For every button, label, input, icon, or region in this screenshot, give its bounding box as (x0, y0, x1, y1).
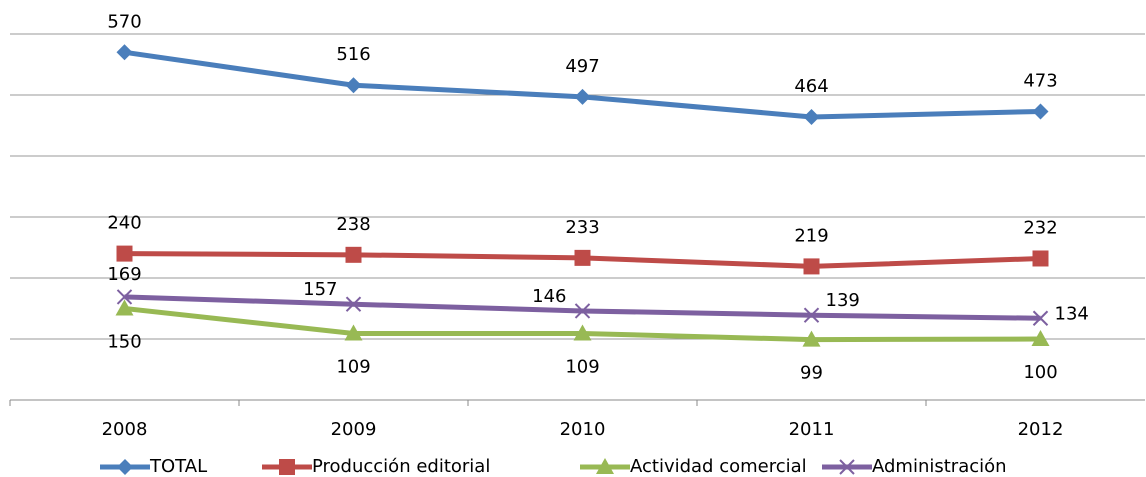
marker (116, 245, 133, 262)
data-label: 232 (1023, 217, 1057, 238)
data-label: 109 (336, 357, 370, 378)
marker (803, 258, 820, 275)
marker (803, 307, 820, 323)
data-label: 109 (565, 357, 599, 378)
data-label: 497 (565, 56, 599, 77)
data-label: 150 (107, 332, 141, 353)
data-label: 146 (532, 286, 566, 307)
x-tick-label: 2009 (331, 419, 377, 440)
x-tick-label: 2011 (789, 419, 835, 440)
data-label: 233 (565, 217, 599, 238)
marker (839, 459, 855, 475)
marker (279, 459, 295, 475)
marker (574, 249, 591, 266)
data-label: 570 (107, 11, 141, 32)
data-label: 99 (800, 363, 823, 384)
marker (1032, 250, 1049, 267)
marker (596, 458, 614, 474)
marker (345, 246, 362, 263)
marker (1031, 330, 1050, 346)
data-label: 238 (336, 214, 370, 235)
data-label: 219 (794, 225, 828, 246)
marker (116, 44, 133, 61)
marker (574, 88, 591, 105)
data-label: 157 (303, 279, 337, 300)
marker (117, 459, 133, 475)
marker (1032, 310, 1049, 326)
marker (802, 330, 821, 347)
data-label: 464 (794, 76, 828, 97)
legend-label: Administración (872, 456, 1007, 477)
marker (573, 324, 592, 341)
data-label: 134 (1055, 303, 1089, 324)
marker (574, 303, 591, 319)
x-tick-label: 2008 (102, 419, 148, 440)
marker (803, 108, 820, 125)
data-label: 473 (1023, 70, 1057, 91)
legend-label: Actividad comercial (630, 456, 807, 477)
legend-label: Producción editorial (312, 456, 490, 477)
series-line (124, 294, 1041, 321)
marker (116, 289, 133, 305)
legend-label: TOTAL (149, 456, 207, 477)
data-label: 516 (336, 44, 370, 65)
data-label: 139 (826, 290, 860, 311)
data-label: 100 (1023, 362, 1057, 383)
x-tick-label: 2010 (560, 419, 606, 440)
marker (115, 299, 134, 316)
x-tick-label: 2012 (1018, 419, 1064, 440)
marker (1032, 103, 1049, 120)
data-label: 169 (107, 264, 141, 285)
marker (345, 296, 362, 312)
data-label: 240 (107, 213, 141, 234)
marker (344, 324, 363, 341)
marker (345, 77, 362, 94)
